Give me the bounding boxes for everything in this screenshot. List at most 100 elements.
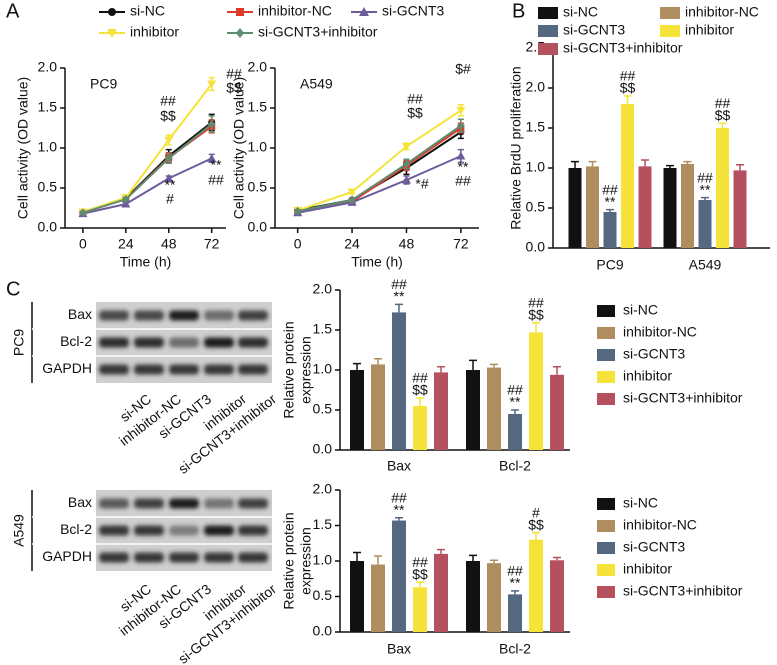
bar [371, 364, 385, 450]
annotation: $$ [160, 108, 176, 124]
annotation: ## [507, 382, 523, 398]
series-line [82, 123, 213, 214]
blot-band [99, 552, 129, 563]
annotation: ## [455, 173, 471, 189]
y-tick-label: 0.5 [248, 179, 268, 195]
bar [663, 168, 677, 248]
annotation: ## [602, 181, 618, 197]
y-tick-label: 0.5 [526, 199, 546, 215]
annotation: $$ [528, 516, 544, 532]
blot-band [169, 498, 199, 509]
annotation: ## [407, 91, 423, 107]
annotation: ** [211, 157, 222, 173]
legend-marker [359, 7, 369, 16]
annotation: $$ [528, 307, 544, 323]
point [79, 208, 87, 218]
error-bar [532, 531, 540, 540]
error-bar [718, 122, 727, 128]
annotation: *# [415, 176, 428, 192]
x-axis-title: Time (h) [351, 254, 403, 270]
legend-label: si-NC [130, 3, 165, 19]
y-tick-label: 0.0 [526, 239, 546, 255]
error-bar [553, 366, 561, 375]
annotation: ## [412, 554, 428, 570]
y-tick-label: 2.0 [248, 59, 268, 75]
blot-band [134, 525, 164, 536]
bar [568, 168, 582, 248]
blot-band [238, 525, 268, 536]
blot-band [134, 364, 164, 375]
blot-band [204, 310, 234, 321]
point [208, 119, 216, 129]
legend-marker [107, 29, 117, 38]
blot-band [134, 552, 164, 563]
blot-band [204, 364, 234, 375]
x-tick-label: 0 [79, 236, 87, 252]
annotation: ## [715, 95, 731, 111]
error-bar [469, 359, 477, 370]
bar [487, 367, 501, 450]
y-tick-label: 1.5 [526, 119, 546, 135]
bar [638, 166, 652, 248]
series-line [297, 155, 462, 214]
annotation: ** [700, 181, 711, 197]
x-tick-label: A549 [689, 257, 722, 273]
blot-band [204, 498, 234, 509]
y-tick-label: 2.0 [38, 59, 58, 75]
legend-label: inhibitor [623, 368, 672, 384]
blot-band [238, 364, 268, 375]
blot-band [169, 364, 199, 375]
bar [508, 414, 522, 450]
bar [466, 561, 480, 632]
blot-band [169, 310, 199, 321]
annotation: $# [455, 61, 471, 77]
y-axis-title: expression [298, 527, 314, 595]
annotation: ** [394, 501, 405, 517]
x-tick-label: 24 [344, 236, 360, 252]
annotation: ## [620, 68, 636, 84]
x-tick-label: 48 [399, 236, 415, 252]
y-tick-label: 1.0 [38, 139, 58, 155]
y-axis-title: Relative protein [281, 321, 297, 418]
point [207, 153, 217, 162]
legend-label: inhibitor-NC [258, 3, 332, 19]
point [294, 206, 302, 216]
blot-band [134, 337, 164, 348]
error-bar [374, 555, 382, 565]
annotation: $$ [407, 105, 423, 121]
blot-band [169, 525, 199, 536]
series-line [297, 124, 462, 213]
annotation: $$ [715, 107, 731, 123]
annotation: ** [510, 575, 521, 591]
y-tick-label: 2.0 [526, 79, 546, 95]
y-tick-label: 1.5 [313, 516, 333, 532]
legend-swatch [660, 25, 680, 37]
band-label: Bax [68, 494, 92, 510]
bar [698, 200, 712, 248]
annotation: ## [391, 276, 407, 292]
error-bar [666, 164, 674, 168]
legend-label: inhibitor [130, 24, 179, 40]
cell-line-label: A549 [11, 514, 27, 547]
annotation: $$ [620, 80, 636, 96]
error-bar [606, 208, 614, 212]
y-tick-label: 0.0 [313, 441, 333, 457]
bar [392, 312, 406, 450]
y-tick-label: 0.5 [313, 587, 333, 603]
y-axis-title: expression [298, 336, 314, 404]
x-tick-label: Bax [387, 458, 411, 474]
legend-swatch [538, 7, 558, 19]
chart-title: A549 [300, 76, 333, 92]
point [402, 159, 410, 169]
error-bar [571, 160, 579, 168]
legend-swatch [597, 564, 615, 576]
annotation: ## [391, 489, 407, 505]
legend-marker [236, 8, 244, 16]
legend-swatch [597, 393, 615, 405]
blot-band [204, 552, 234, 563]
y-axis-title: Cell activity (OD value) [15, 77, 31, 219]
y-tick-label: 1.0 [313, 361, 333, 377]
annotation: $$ [412, 382, 428, 398]
legend-label: si-GCNT3+inhibitor [623, 390, 743, 406]
legend-swatch [597, 305, 615, 317]
